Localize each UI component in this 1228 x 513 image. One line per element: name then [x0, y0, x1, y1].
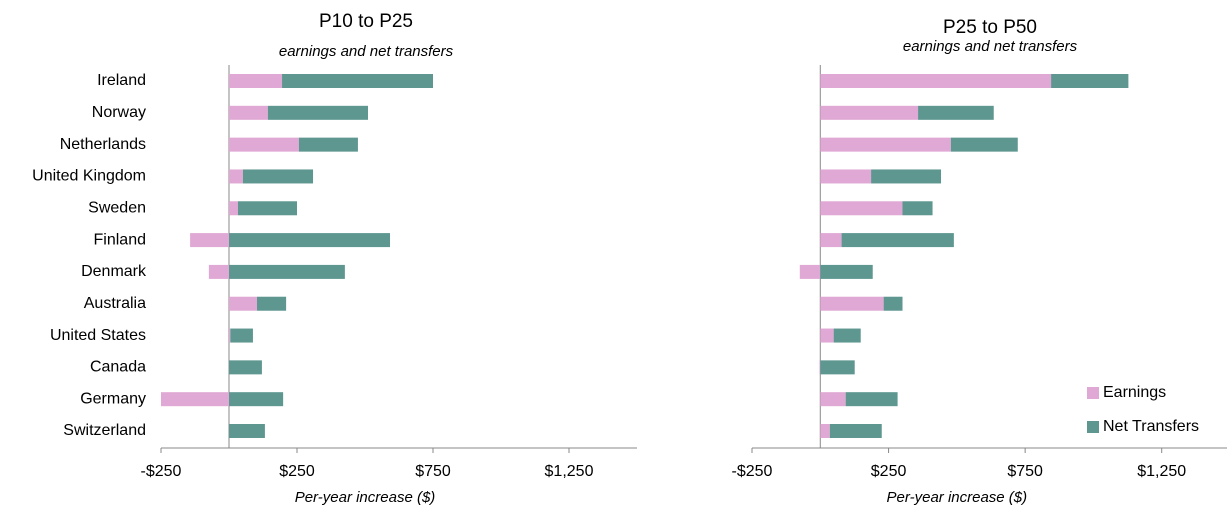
x-tick-label: $1,250	[545, 463, 594, 480]
bar-segment	[229, 424, 265, 438]
bar-segment	[229, 137, 299, 152]
chart-subtitle: earnings and net transfers	[279, 43, 454, 60]
y-tick-label: United Kingdom	[32, 168, 146, 185]
bar-segment	[820, 264, 873, 279]
bar-segment	[841, 233, 954, 248]
chart-title: P25 to P50	[943, 17, 1037, 38]
bar-segment	[257, 296, 287, 311]
bar-segment	[267, 105, 368, 120]
bar-segment	[820, 137, 951, 152]
x-tick-label: $750	[1007, 463, 1043, 480]
bar-segment	[871, 169, 942, 184]
bar-segment	[820, 328, 834, 343]
bar-segment	[229, 233, 391, 248]
x-tick-label: $250	[871, 463, 907, 480]
bar-segment	[229, 296, 258, 311]
legend-swatch	[1087, 421, 1099, 433]
x-tick-label: $1,250	[1137, 463, 1186, 480]
bar-segment	[229, 201, 238, 216]
y-tick-label: Germany	[80, 390, 146, 407]
y-tick-label: Netherlands	[60, 136, 146, 153]
x-axis-label: Per-year increase ($)	[887, 489, 1028, 506]
bar-segment	[229, 360, 262, 375]
bar-segment	[208, 264, 229, 279]
bar-segment	[820, 360, 855, 375]
legend-label: Net Transfers	[1103, 418, 1199, 435]
legend-label: Earnings	[1103, 384, 1166, 401]
bar-segment	[237, 201, 297, 216]
y-tick-label: Switzerland	[63, 422, 146, 439]
bar-segment	[820, 201, 903, 216]
bar-segment	[229, 169, 243, 184]
bar-segment	[229, 328, 231, 343]
bar-segment	[820, 296, 884, 311]
bar-segment	[282, 74, 433, 88]
bar-segment	[820, 169, 872, 184]
bar-segment	[242, 169, 314, 184]
bar-segment	[190, 233, 229, 248]
y-tick-label: Sweden	[88, 199, 146, 216]
x-axis-label: Per-year increase ($)	[295, 489, 436, 506]
x-tick-label: $750	[415, 463, 451, 480]
y-tick-label: Finland	[94, 231, 146, 248]
bar-segment	[902, 201, 933, 216]
x-tick-label: -$250	[141, 463, 182, 480]
bar-segment	[883, 296, 903, 311]
bar-segment	[819, 360, 821, 375]
y-tick-label: Norway	[92, 104, 146, 121]
bar-segment	[1051, 74, 1129, 88]
bar-segment	[229, 105, 268, 120]
bar-segment	[229, 74, 283, 88]
bar-segment	[820, 392, 846, 407]
bar-segment	[820, 105, 919, 120]
bar-segment	[845, 392, 898, 407]
bar-segment	[820, 424, 830, 438]
bar-segment	[230, 328, 253, 343]
legend-swatch	[1087, 387, 1099, 399]
bar-segment	[833, 328, 861, 343]
bar-segment	[820, 74, 1052, 88]
chart-subtitle: earnings and net transfers	[903, 38, 1078, 55]
bar-segment	[298, 137, 358, 152]
bar-segment	[820, 233, 842, 248]
y-tick-label: Ireland	[97, 72, 146, 89]
bar-segment	[229, 392, 284, 407]
bar-segment	[829, 424, 882, 438]
y-tick-label: Denmark	[81, 263, 147, 280]
bar-segment	[950, 137, 1018, 152]
x-tick-label: $250	[279, 463, 315, 480]
y-tick-label: United States	[50, 327, 146, 344]
bar-segment	[799, 264, 821, 279]
chart-title: P10 to P25	[319, 11, 413, 32]
bar-segment	[161, 392, 229, 407]
bar-segment	[229, 264, 345, 279]
x-tick-label: -$250	[732, 463, 773, 480]
bar-segment	[918, 105, 994, 120]
y-tick-label: Canada	[90, 359, 146, 376]
y-tick-label: Australia	[84, 295, 146, 312]
